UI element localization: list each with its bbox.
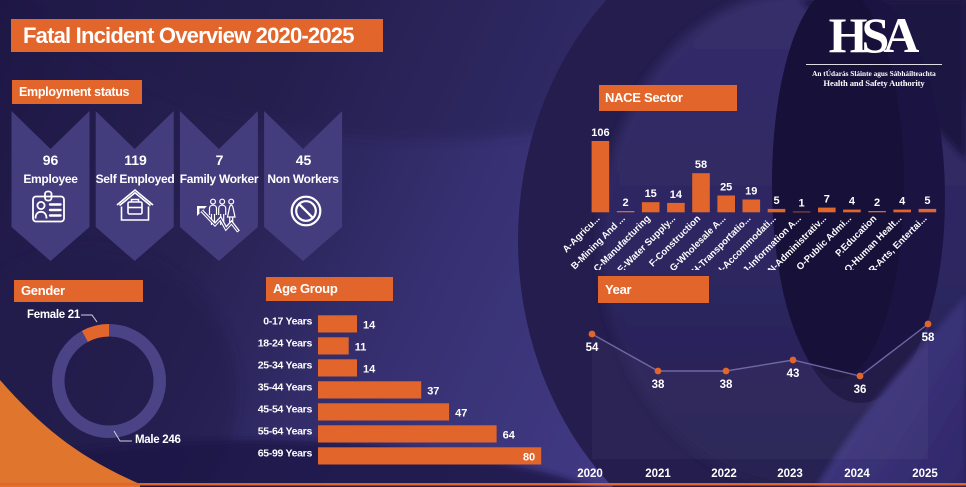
svg-text:2025: 2025 — [912, 468, 938, 480]
svg-text:65-99 Years: 65-99 Years — [258, 448, 313, 460]
svg-text:47: 47 — [455, 408, 467, 420]
svg-text:38: 38 — [652, 379, 665, 391]
svg-text:4: 4 — [849, 196, 856, 208]
svg-text:25: 25 — [720, 182, 732, 194]
svg-text:58: 58 — [922, 332, 935, 344]
svg-text:2024: 2024 — [844, 468, 870, 480]
svg-text:35-44 Years: 35-44 Years — [258, 382, 313, 394]
svg-text:25-34 Years: 25-34 Years — [258, 360, 313, 372]
svg-text:7: 7 — [824, 194, 830, 206]
svg-text:5: 5 — [773, 195, 779, 207]
svg-text:45-54 Years: 45-54 Years — [258, 404, 313, 416]
svg-text:0-17 Years: 0-17 Years — [263, 316, 312, 328]
svg-text:38: 38 — [720, 379, 733, 391]
svg-text:58: 58 — [695, 159, 707, 171]
svg-text:2: 2 — [623, 197, 629, 209]
svg-text:43: 43 — [787, 368, 800, 380]
svg-text:37: 37 — [427, 386, 439, 398]
svg-text:14: 14 — [363, 364, 376, 376]
svg-text:14: 14 — [670, 189, 683, 201]
svg-text:4: 4 — [899, 196, 906, 208]
svg-text:2023: 2023 — [777, 468, 803, 480]
svg-text:18-24 Years: 18-24 Years — [258, 338, 313, 350]
svg-text:1: 1 — [799, 198, 805, 210]
svg-text:36: 36 — [854, 384, 867, 396]
svg-text:2020: 2020 — [577, 468, 603, 480]
svg-text:64: 64 — [503, 430, 516, 442]
svg-text:19: 19 — [745, 186, 757, 198]
svg-text:5: 5 — [924, 195, 930, 207]
svg-text:11: 11 — [355, 342, 367, 354]
svg-text:2021: 2021 — [645, 468, 671, 480]
svg-text:14: 14 — [363, 320, 376, 332]
svg-text:2022: 2022 — [711, 468, 737, 480]
svg-text:55-64 Years: 55-64 Years — [258, 426, 313, 438]
svg-text:106: 106 — [591, 127, 609, 139]
svg-text:2: 2 — [874, 197, 880, 209]
svg-text:80: 80 — [523, 452, 535, 464]
svg-text:15: 15 — [645, 188, 657, 200]
svg-text:54: 54 — [586, 342, 599, 354]
